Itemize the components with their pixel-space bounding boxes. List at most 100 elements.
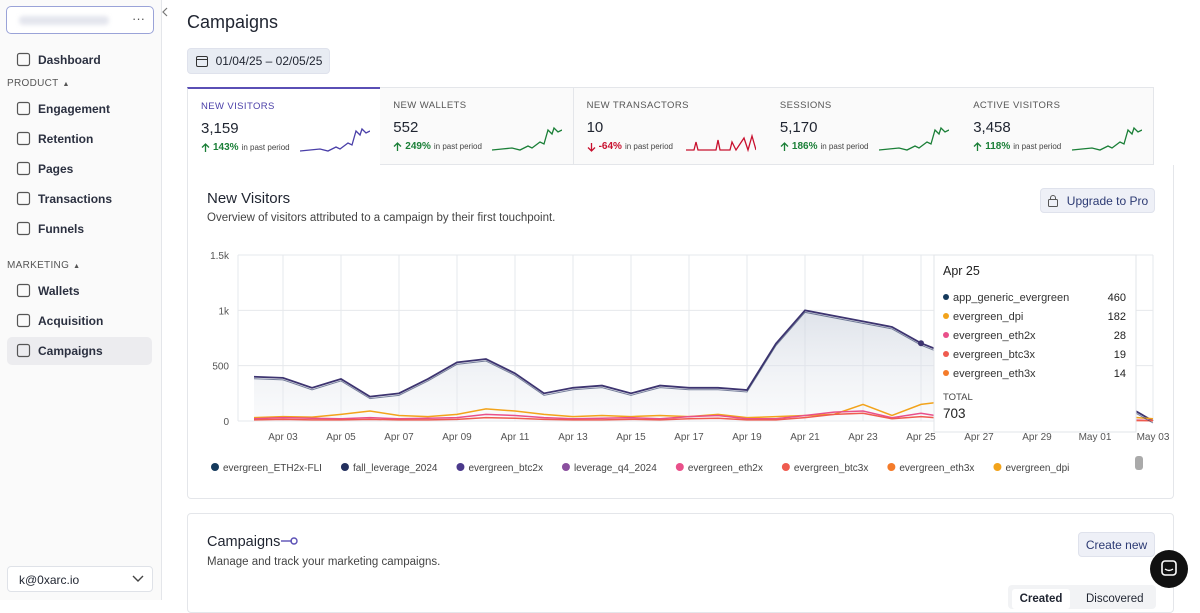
- tooltip-name: evergreen_btc3x: [953, 349, 1035, 361]
- date-range[interactable]: 01/04/25 – 02/05/25: [187, 48, 330, 74]
- tooltip-name: app_generic_evergreen: [953, 292, 1069, 304]
- caret: ▲: [62, 81, 70, 88]
- nav-icon: [16, 191, 31, 206]
- legend-dot: [675, 463, 684, 471]
- caret: ▲: [73, 263, 81, 270]
- change-note: in past period: [433, 142, 482, 151]
- panel-subtitle: Overview of visitors attributed to a cam…: [207, 212, 556, 224]
- nav-item[interactable]: Acquisition: [7, 307, 152, 335]
- kpi-change: 186% in past period: [780, 141, 960, 152]
- tooltip: [933, 254, 1137, 433]
- campaigns-subtitle: Manage and track your marketing campaign…: [207, 556, 441, 568]
- more-icon[interactable]: ···: [132, 11, 145, 26]
- sparkline: [685, 133, 756, 153]
- y-tick-label: 1.5k: [210, 251, 230, 262]
- tooltip-dot: [943, 294, 949, 300]
- sparkline-line: [492, 126, 563, 151]
- y-tick-label: 0: [223, 417, 229, 428]
- workspace-name-blurred: [19, 16, 109, 25]
- kpi-card[interactable]: NEW TRANSACTORS 10 -64% in past period: [573, 87, 768, 165]
- area: [254, 310, 1153, 421]
- x-tick-label: May 01: [1079, 432, 1112, 443]
- nav-item[interactable]: Pages: [7, 155, 152, 183]
- nav-item[interactable]: Dashboard: [7, 46, 152, 74]
- nav-item[interactable]: Campaigns: [7, 337, 152, 365]
- tooltip-value: 28: [1114, 330, 1126, 342]
- kpi-value: 10: [586, 119, 604, 136]
- x-tick-label: Apr 11: [501, 432, 530, 443]
- user-menu[interactable]: k@0xarc.io: [7, 566, 153, 592]
- tooltip-date: Apr 25: [943, 264, 980, 278]
- legend-label[interactable]: evergreen_btc3x: [794, 463, 869, 474]
- tab[interactable]: Created: [1012, 589, 1070, 609]
- x-tick-label: Apr 19: [732, 432, 762, 443]
- kpi-label: ACTIVE VISITORS: [973, 100, 1061, 111]
- icon-shape: [16, 313, 31, 328]
- collapse-icon[interactable]: [160, 6, 170, 18]
- upgrade-button[interactable]: Upgrade to Pro: [1040, 188, 1155, 213]
- legend-label[interactable]: evergreen_ETH2x-FLI: [223, 463, 322, 474]
- user-email: k@0xarc.io: [19, 573, 80, 587]
- x-tick-label: Apr 05: [326, 432, 356, 443]
- kpi-label: NEW TRANSACTORS: [586, 100, 689, 111]
- x-tick-label: Apr 25: [906, 432, 936, 443]
- nav-item[interactable]: Wallets: [7, 277, 152, 305]
- change-note: in past period: [624, 142, 673, 151]
- nav-item[interactable]: Retention: [7, 125, 152, 153]
- kpi-card[interactable]: SESSIONS 5,170 186% in past period: [766, 87, 961, 165]
- change-arrow: [780, 141, 789, 151]
- upgrade-text: Upgrade to Pro: [1066, 193, 1149, 208]
- kpi-value: 5,170: [779, 119, 818, 136]
- kpi-change: 118% in past period: [973, 141, 1153, 152]
- sparkline: [492, 126, 563, 151]
- icon-shape: [16, 221, 31, 236]
- nav-icon: [16, 283, 31, 298]
- tooltip-dot: [943, 313, 949, 319]
- nav-icon: [16, 161, 31, 176]
- section-title: MARKETING ▲: [7, 260, 80, 271]
- tab[interactable]: Discovered: [1086, 593, 1144, 605]
- change-note: in past period: [241, 143, 290, 152]
- tooltip-dot: [943, 351, 949, 357]
- legend-label[interactable]: evergreen_eth2x: [688, 463, 763, 474]
- change-arrow: [201, 142, 210, 152]
- x-tick-label: May 03: [1137, 432, 1170, 443]
- x-tick-label: Apr 09: [442, 432, 472, 443]
- legend-label[interactable]: evergreen_btc2x: [468, 463, 543, 474]
- hover-dot: [918, 340, 924, 347]
- kpi-value: 552: [393, 119, 419, 136]
- sparkline: [878, 126, 949, 151]
- legend-dot: [561, 463, 570, 471]
- section-label: PRODUCT: [7, 78, 59, 89]
- tooltip-value: 460: [1108, 292, 1126, 304]
- icon-shape: [16, 343, 31, 358]
- kpi-card[interactable]: ACTIVE VISITORS 3,458 118% in past period: [960, 87, 1155, 165]
- tooltip-value: 182: [1108, 311, 1126, 323]
- page: {"sidebar":{"top_items":["Dashboard"],"s…: [6, 0, 1188, 613]
- chat-button[interactable]: [1150, 550, 1188, 588]
- kpi-card[interactable]: NEW WALLETS 552 249% in past period: [380, 87, 575, 165]
- y-tick-label: 1k: [218, 306, 230, 317]
- legend-label[interactable]: evergreen_eth3x: [899, 463, 974, 474]
- legend-label[interactable]: fall_leverage_2024: [353, 463, 438, 474]
- legend-label[interactable]: evergreen_dpi: [1005, 463, 1069, 474]
- kpi-card[interactable]: NEW VISITORS 3,159 143% in past period: [187, 87, 381, 165]
- create-button[interactable]: Create new: [1078, 532, 1155, 557]
- arrow-shape: [973, 141, 982, 151]
- nav-item[interactable]: Transactions: [7, 185, 152, 213]
- campaigns-icon: [281, 537, 298, 545]
- nav-item[interactable]: Funnels: [7, 215, 152, 243]
- change-arrow: [393, 141, 402, 151]
- nav-item[interactable]: Engagement: [7, 95, 152, 123]
- campaigns-title: Campaigns: [207, 534, 281, 550]
- legend-dot: [781, 463, 790, 471]
- icon-shape: [16, 161, 31, 176]
- arrow-shape: [780, 141, 789, 151]
- tooltip-value: 14: [1114, 368, 1126, 380]
- tooltip-name: evergreen_eth2x: [953, 330, 1036, 342]
- legend-label[interactable]: leverage_q4_2024: [574, 463, 657, 474]
- change-value: 143%: [213, 142, 239, 153]
- nav-icon: [16, 52, 31, 67]
- workspace-switcher[interactable]: ···: [6, 6, 154, 34]
- chart: 0 500 1k 1.5k Apr 03 Apr 05 Apr 07 Apr 09 Apr 11…: [210, 251, 1170, 474]
